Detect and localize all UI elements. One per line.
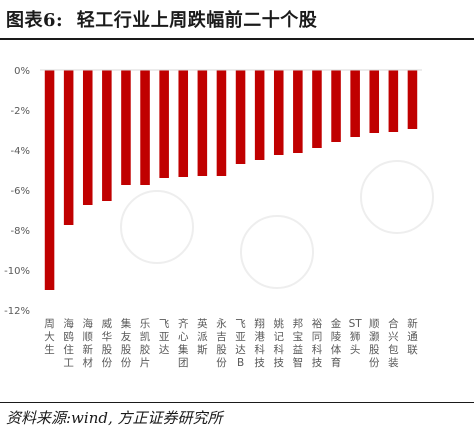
bar (178, 70, 189, 177)
bar (216, 70, 227, 176)
bar (159, 70, 169, 178)
x-tick-label: 海鸥住工 (63, 317, 74, 369)
x-tick-label: 威华股份 (102, 317, 113, 369)
x-tick-label: 周大生 (44, 318, 55, 356)
bar (102, 70, 112, 201)
bar (388, 70, 399, 132)
x-tick-label: 新通联 (407, 317, 418, 356)
bar (254, 70, 265, 160)
bar (331, 70, 341, 142)
source-note: 资料来源:wind, 方正证券研究所 (6, 409, 223, 427)
title-divider (0, 38, 474, 40)
bar (44, 70, 55, 290)
x-tick-label: 翔港科技 (254, 317, 265, 369)
y-tick-label: -6% (11, 186, 30, 197)
x-tick-label: 乐凯胶片 (140, 318, 151, 369)
bar (312, 70, 322, 148)
bar (121, 70, 131, 185)
bar (140, 70, 150, 185)
x-tick-label: 集友股份 (121, 317, 132, 369)
bar (407, 70, 418, 129)
x-tick-label: 飞亚达 B (235, 318, 246, 369)
x-tick-label: 金陵体育 (331, 317, 342, 369)
y-tick-label: -8% (11, 226, 30, 237)
x-tick-label: 顺灏股份 (369, 318, 380, 369)
footer-divider (0, 402, 474, 403)
watermark-logo (240, 215, 314, 289)
x-tick-label: 裕同科技 (312, 317, 323, 369)
y-tick-label: -10% (4, 266, 30, 277)
x-tick-label: ST 狮头 (349, 318, 363, 356)
bar (293, 70, 303, 153)
x-tick-label: 永吉股份 (216, 317, 227, 369)
y-tick-label: -4% (11, 146, 30, 157)
x-tick-label: 飞亚达 (159, 318, 170, 356)
bar (369, 70, 380, 133)
x-tick-label: 齐心集团 (178, 317, 189, 369)
x-tick-label: 合兴包装 (388, 317, 399, 369)
x-tick-label: 邦宝益智 (293, 317, 304, 369)
bar (350, 70, 360, 137)
bar (273, 70, 284, 155)
chart-title: 图表6: 轻工行业上周跌幅前二十个股 (6, 6, 317, 32)
x-tick-label: 英派斯 (197, 317, 208, 356)
x-tick-label: 海顺新材 (83, 317, 94, 369)
y-tick-label: 0% (14, 66, 30, 77)
bar (82, 70, 93, 205)
y-tick-label: -2% (11, 106, 30, 117)
watermark-logo (360, 160, 434, 234)
title-prefix: 图表 (6, 10, 43, 31)
watermark-logo (120, 190, 194, 264)
title-number: 6: (43, 10, 64, 31)
y-tick-label: -12% (4, 306, 30, 317)
bar (63, 70, 74, 225)
bar-chart: 0% -2% -4% -6% -8% -10% -12% 周大生海鸥住工海顺新材威华股份集友股… (4, 66, 422, 369)
x-tick-label: 姚记科技 (274, 317, 285, 369)
bar (235, 70, 246, 164)
bar (197, 70, 208, 176)
title-text: 轻工行业上周跌幅前二十个股 (76, 10, 318, 31)
